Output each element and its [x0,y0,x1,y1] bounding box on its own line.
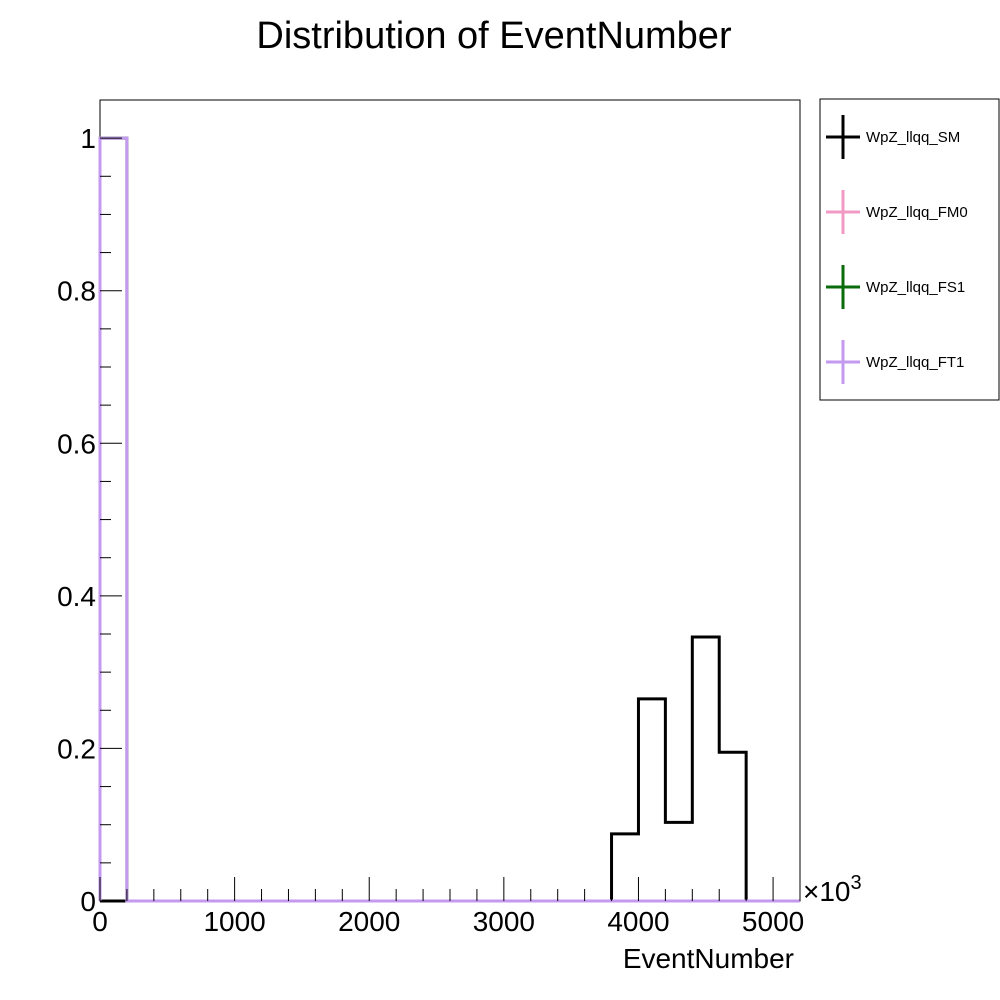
legend-label: WpZ_llqq_FT1 [866,354,964,371]
y-tick-label: 0.4 [57,581,96,612]
plot-frame [99,99,801,902]
x-tick-label: 1000 [203,906,265,937]
legend-entry: WpZ_llqq_FT1 [826,340,964,384]
x-tick-label: 5000 [742,906,804,937]
legend-box [819,98,1000,401]
legend-label: WpZ_llqq_FM0 [866,204,968,221]
legend-entry: WpZ_llqq_FM0 [826,190,968,234]
histogram-series-1 [98,136,800,903]
x-axis-multiplier: ×103 [803,872,862,907]
legend: WpZ_llqq_SM WpZ_llqq_FM0 WpZ_llqq_FS1 WpZ_l… [826,115,968,384]
x-tick-label: 0 [92,906,108,937]
chart-title: Distribution of EventNumber [256,15,732,57]
legend-label: WpZ_llqq_SM [866,129,960,146]
y-tick-label: 0 [80,886,96,917]
legend-entry: WpZ_llqq_SM [826,115,960,159]
histogram-series-3 [98,136,800,903]
x-tick-label: 4000 [607,906,669,937]
histogram-series-2 [98,136,800,903]
axis-ticks [99,137,801,902]
x-axis-title: EventNumber [623,943,794,974]
legend-entry: WpZ_llqq_FS1 [826,265,965,309]
x-axis-multiplier-exponent: 3 [851,872,862,894]
y-tick-label: 1 [80,123,96,154]
x-tick-label: 3000 [473,906,535,937]
histogram-series-0 [100,635,800,903]
histogram-layer [98,136,800,903]
tick-labels: 0 1000 2000 3000 4000 5000 0 0.2 0.4 0.6 0.8 1 [57,123,804,937]
y-tick-label: 0.6 [57,428,96,459]
y-tick-label: 0.2 [57,733,96,764]
y-tick-label: 0.8 [57,276,96,307]
x-tick-label: 2000 [338,906,400,937]
legend-label: WpZ_llqq_FS1 [866,279,965,296]
